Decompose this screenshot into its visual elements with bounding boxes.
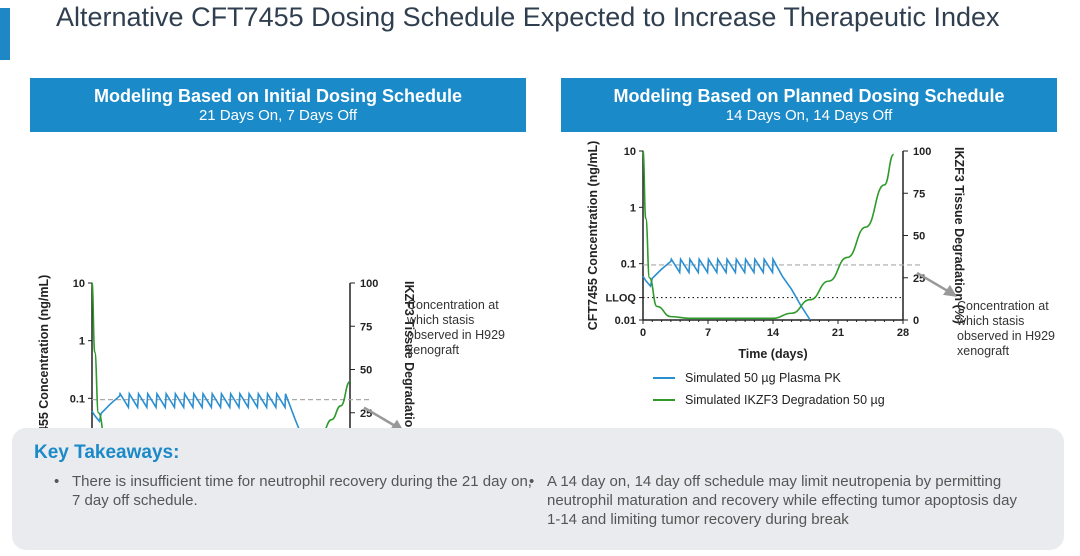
- y-right-tick-label: 100: [360, 278, 378, 290]
- y-right-axis-label: IKZF3 Tissue Degradation (%): [402, 281, 416, 458]
- stasis-arrow: [916, 271, 952, 294]
- right-panel-header: Modeling Based on Planned Dosing Schedul…: [561, 78, 1057, 132]
- x-tick-label: 28: [897, 327, 909, 339]
- x-tick-label: 0: [640, 327, 646, 339]
- left-stasis-note: Concentration at which stasis observed i…: [407, 298, 505, 357]
- y-left-tick-label: 10: [73, 278, 85, 290]
- key-takeaways-box: Key Takeaways: • There is insufficient t…: [12, 428, 1064, 550]
- takeaway-item: • There is insufficient time for neutrop…: [54, 472, 532, 510]
- left-panel-subtitle: 21 Days On, 7 Days Off: [198, 107, 358, 124]
- takeaway-text: There is insufficient time for neutrophi…: [72, 473, 532, 509]
- stasis-arrow: [363, 406, 399, 429]
- y-right-tick-label: 100: [913, 146, 931, 158]
- y-left-axis-label: CFT7455 Concentration (ng/mL): [586, 141, 600, 331]
- pk-series-line: [91, 391, 314, 457]
- y-left-tick-label: 1: [630, 202, 636, 214]
- takeaway-text: A 14 day on, 14 day off schedule may lim…: [547, 473, 1017, 528]
- degradation-series-line: [642, 150, 895, 320]
- takeaway-item: • A 14 day on, 14 day off schedule may l…: [529, 472, 1017, 529]
- y-left-tick-label: 0.1: [621, 259, 636, 271]
- legend-degradation-label: Simulated IKZF3 Degradation 50 µg: [685, 393, 885, 407]
- y-right-tick-label: 75: [913, 188, 925, 200]
- left-chart: 071421281010.1LLOQ0.011007550250CFT7455 …: [37, 275, 416, 543]
- y-right-tick-label: 50: [913, 231, 925, 243]
- y-right-tick-label: 0: [913, 315, 919, 327]
- y-left-tick-label: 0.01: [615, 315, 636, 327]
- right-chart: 0 7 14 21 281010.1LLOQ0.011007550250CFT7455 …: [586, 141, 966, 407]
- y-right-tick-label: 75: [360, 321, 372, 333]
- x-tick-label: 21: [832, 327, 844, 339]
- x-axis-label: Time (days): [738, 347, 807, 361]
- y-right-axis-label: IKZF3 Tissue Degradation (%): [952, 147, 966, 324]
- y-right-tick-label: 50: [360, 365, 372, 377]
- y-left-tick-label: 0.1: [70, 393, 85, 405]
- right-stasis-note: Concentration at which stasis observed i…: [957, 299, 1055, 358]
- page-title: Alternative CFT7455 Dosing Schedule Expe…: [56, 2, 1000, 32]
- y-left-axis-label: CFT7455 Concentration (ng/mL): [37, 275, 51, 465]
- right-panel-subtitle: 14 Days On, 14 Days Off: [725, 107, 893, 124]
- stasis-arrowhead: [943, 284, 957, 297]
- bullet-dot: •: [529, 473, 535, 490]
- left-panel-title: Modeling Based on Initial Dosing Schedul…: [93, 86, 463, 106]
- y-left-tick-label: 1: [79, 336, 85, 348]
- bullet-dot: •: [54, 473, 60, 490]
- legend-pk-label: Simulated 50 µg Plasma PK: [685, 371, 842, 385]
- right-panel-title: Modeling Based on Planned Dosing Schedul…: [613, 86, 1005, 106]
- y-left-tick-label: 10: [624, 146, 636, 158]
- title-accent-bar: [0, 8, 10, 60]
- y-left-tick-label: LLOQ: [605, 293, 636, 305]
- pk-series-line: [642, 256, 811, 321]
- x-tick-label: 14: [767, 327, 780, 339]
- key-takeaways-heading: Key Takeaways:: [34, 442, 180, 463]
- x-tick-label: 7: [705, 327, 711, 339]
- left-panel-header: Modeling Based on Initial Dosing Schedul…: [30, 78, 526, 132]
